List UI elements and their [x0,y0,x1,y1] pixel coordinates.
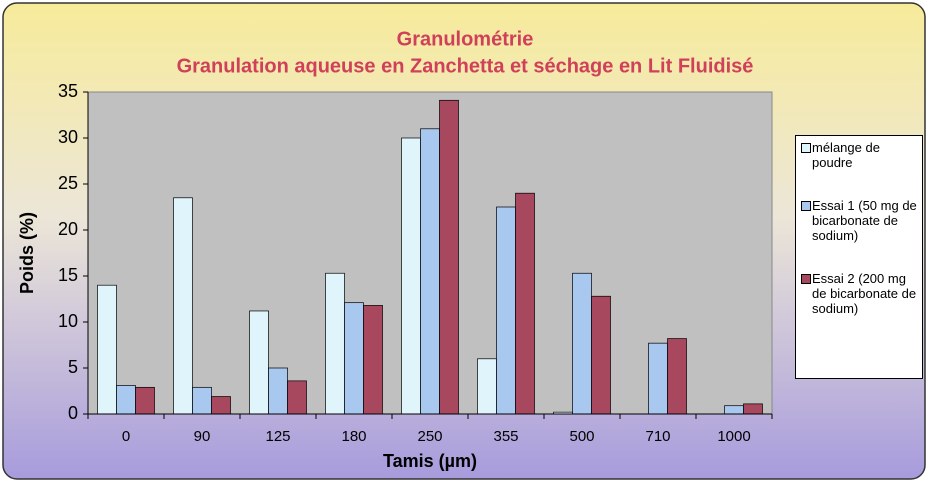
y-tick-label: 20 [58,219,78,239]
x-tick-label: 250 [417,428,442,445]
x-tick-label: 180 [341,428,366,445]
y-tick-label: 5 [68,357,78,377]
bar [363,305,383,415]
bar [439,99,459,415]
y-axis-label: Poids (%) [17,212,37,294]
y-tick-label: 35 [58,81,78,101]
legend-item: Essai 2 (200 mg de bicarbonate de sodium… [800,271,918,316]
bar [249,310,269,415]
bar [572,272,592,415]
bar [667,338,687,415]
bar [97,284,117,415]
bar [211,396,231,415]
bar [477,358,497,415]
legend-label: Essai 1 (50 mg de bicarbonate de sodium) [812,198,917,243]
x-tick-label: 90 [194,428,211,445]
bar [496,206,516,415]
legend-item: Essai 1 (50 mg de bicarbonate de sodium) [800,198,918,243]
legend-item: mélange de poudre [800,140,918,170]
bar [268,367,288,415]
bar [648,342,668,415]
y-tick-label: 30 [58,127,78,147]
bar [515,192,535,415]
y-tick-label: 10 [58,311,78,331]
bar [401,137,421,415]
x-tick-label: 0 [122,428,130,445]
bar [420,128,440,415]
chart-title: Granulométrie [397,28,534,50]
bar [287,380,307,415]
x-tick-label: 710 [645,428,670,445]
bar [173,197,193,415]
x-tick-label: 1000 [717,428,750,445]
bar [591,295,611,415]
legend-swatch [801,143,811,153]
legend-swatch [801,274,811,284]
bar [192,386,212,415]
legend-label: mélange de poudre [812,140,880,170]
y-tick-label: 25 [58,173,78,193]
bar [325,272,345,415]
chart-subtitle: Granulation aqueuse en Zanchetta et séch… [177,55,754,77]
bar [344,302,364,415]
x-tick-label: 355 [493,428,518,445]
bar [724,405,744,415]
legend-label: Essai 2 (200 mg de bicarbonate de sodium… [812,271,917,316]
x-tick-label: 125 [265,428,290,445]
legend: mélange de poudre Essai 1 (50 mg de bicar… [795,135,923,379]
x-axis-label: Tamis (µm) [383,451,477,471]
x-tick-label: 500 [569,428,594,445]
bar [116,385,136,415]
legend-swatch [801,201,811,211]
bar [135,386,155,415]
y-tick-label: 15 [58,265,78,285]
y-tick-label: 0 [68,403,78,423]
bar [743,403,763,415]
